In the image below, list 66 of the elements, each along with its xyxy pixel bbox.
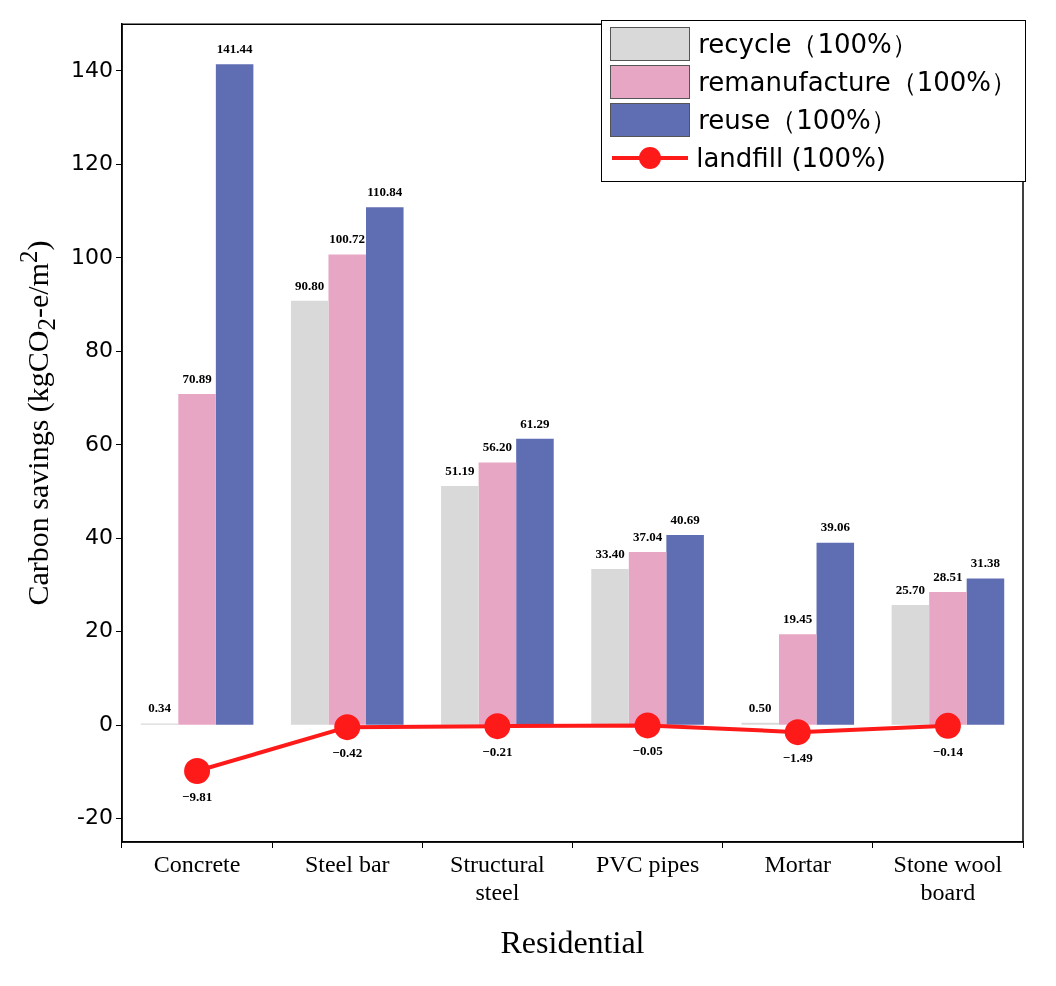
legend-label: reuse（100%） — [698, 103, 897, 137]
data-label: −1.49 — [782, 749, 814, 765]
bar — [628, 552, 667, 725]
data-label: 40.69 — [670, 511, 701, 527]
bar — [778, 634, 817, 725]
y-tick-label: 140 — [70, 56, 113, 82]
x-tick-label: Steel bar — [304, 850, 390, 877]
x-tick-label: Mortar — [764, 850, 832, 877]
bar — [328, 254, 367, 725]
point — [484, 713, 511, 740]
data-label: 51.19 — [445, 462, 475, 478]
point — [784, 719, 811, 746]
bar — [290, 300, 329, 725]
bar — [215, 64, 254, 725]
data-label: 90.80 — [295, 277, 325, 293]
y-tick-label: 0 — [98, 710, 113, 736]
x-tick-label: Concrete — [153, 850, 241, 877]
data-label: 19.45 — [783, 611, 813, 627]
legend-label: landfill (100%) — [696, 143, 887, 173]
x-axis-title: Residential — [500, 924, 645, 961]
y-tick-label: 100 — [70, 243, 113, 269]
legend-label: remanufacture（100%） — [698, 65, 1017, 99]
bar — [441, 485, 479, 725]
bar — [929, 591, 967, 725]
y-tick-label: 120 — [70, 150, 113, 176]
data-label: −0.42 — [332, 744, 363, 760]
point — [184, 758, 211, 785]
data-label: 100.72 — [329, 231, 366, 247]
data-label: 56.20 — [482, 439, 513, 455]
data-label: 25.70 — [895, 581, 925, 597]
bar — [666, 535, 704, 725]
y-tick-label: 40 — [84, 523, 113, 549]
data-label: 39.06 — [820, 519, 851, 535]
x-tick-label: Structural steel — [450, 850, 546, 906]
data-label: 31.38 — [970, 555, 1001, 571]
data-label: 33.40 — [595, 545, 625, 561]
data-label: −0.05 — [632, 743, 664, 759]
x-tick-label: Stone wool board — [893, 850, 1003, 906]
data-label: 37.04 — [632, 528, 663, 544]
legend-label: recycle（100%） — [698, 27, 918, 61]
data-label: 61.29 — [520, 415, 551, 431]
point — [634, 712, 661, 739]
y-tick-label: 60 — [84, 430, 113, 456]
y-tick-label: 80 — [84, 337, 113, 363]
data-label: 28.51 — [933, 568, 963, 584]
data-label: −9.81 — [181, 788, 213, 804]
data-label: −0.14 — [932, 743, 964, 759]
data-label: 70.89 — [182, 370, 213, 386]
bar — [366, 207, 404, 725]
data-label: 110.84 — [367, 184, 403, 200]
bar — [178, 393, 216, 725]
bar — [591, 569, 629, 725]
y-tick-label: -20 — [77, 804, 113, 830]
data-label: 0.34 — [148, 700, 172, 716]
bar — [891, 605, 930, 725]
bar — [966, 578, 1005, 725]
data-label: −0.21 — [482, 744, 513, 760]
data-label: 0.50 — [748, 699, 772, 715]
y-tick-label: 20 — [84, 617, 113, 643]
x-tick-label: PVC pipes — [595, 850, 700, 877]
bar — [816, 542, 855, 725]
point — [334, 714, 361, 741]
bar — [516, 438, 554, 725]
bar — [478, 462, 517, 725]
point — [934, 712, 961, 739]
data-label: 141.44 — [216, 41, 253, 57]
